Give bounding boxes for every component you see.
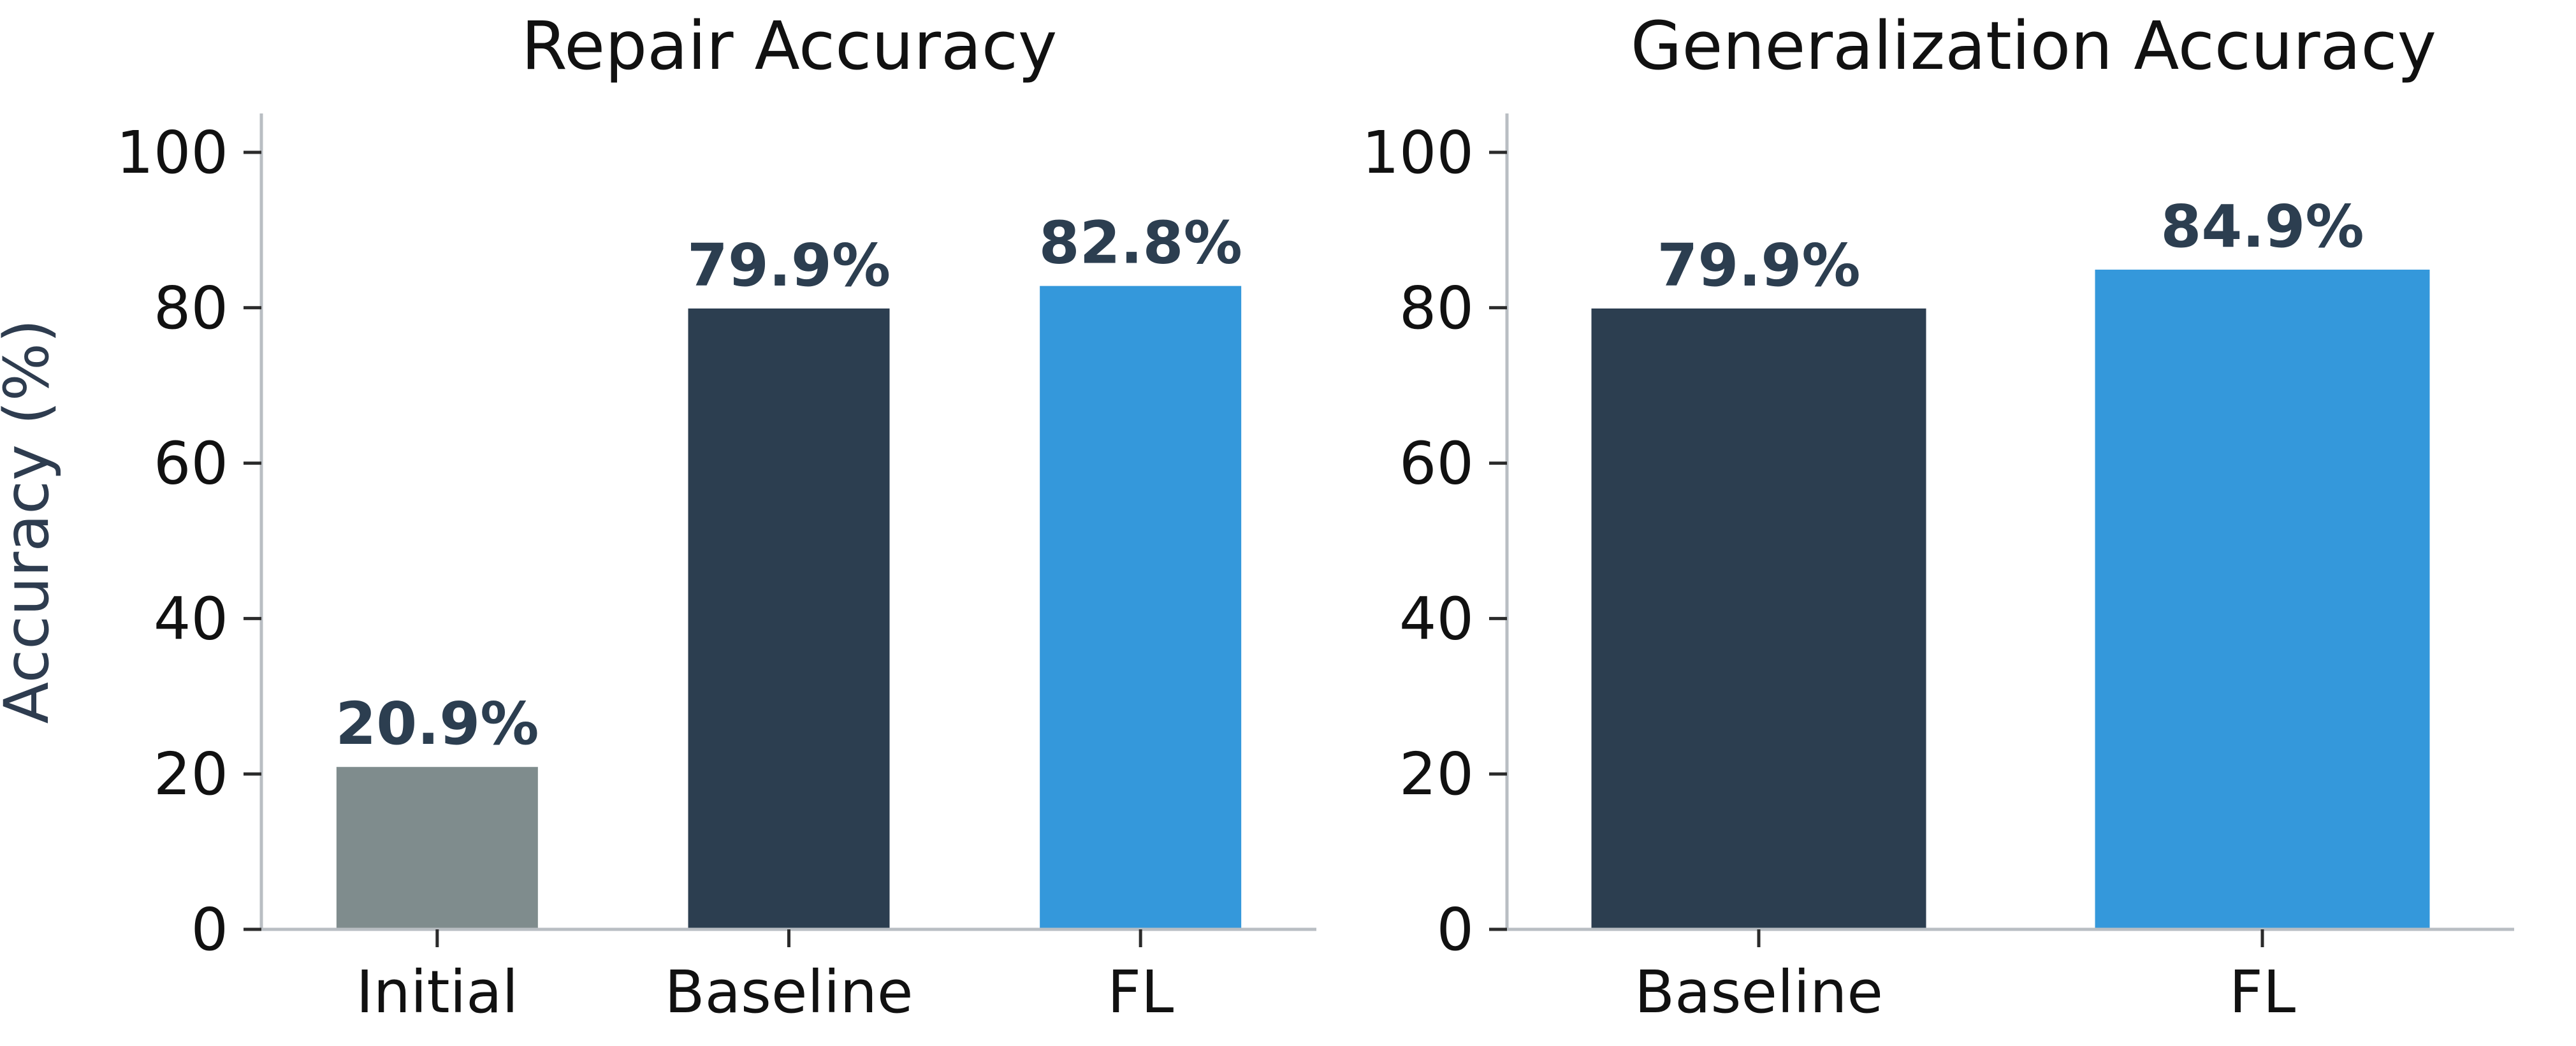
bar-fl [1040, 286, 1242, 930]
y-tick-label: 60 [154, 430, 228, 498]
x-tick-label-baseline: Baseline [1634, 958, 1883, 1026]
y-tick-label: 80 [1399, 274, 1474, 342]
bar-fl [2095, 270, 2430, 929]
chart-title: Generalization Accuracy [1631, 7, 2436, 85]
data-label-fl: 84.9% [2160, 192, 2364, 261]
x-tick-label-fl: FL [1107, 958, 1174, 1026]
y-tick-label: 0 [191, 896, 228, 964]
chart-title: Repair Accuracy [521, 7, 1058, 85]
y-tick-label: 20 [154, 740, 228, 808]
y-tick-label: 20 [1399, 740, 1474, 808]
bar-baseline [688, 308, 890, 929]
data-label-fl: 82.8% [1039, 209, 1242, 277]
y-tick-label: 0 [1436, 896, 1474, 964]
x-tick-label-initial: Initial [356, 958, 519, 1026]
repair-accuracy-panel: Repair Accuracy Accuracy (%) 20.9% 79.9% 82.… [0, 7, 1316, 1026]
x-tick-label-fl: FL [2229, 958, 2296, 1026]
generalization-accuracy-panel: Generalization Accuracy 79.9% 84.9% 0 20 40 60… [1362, 7, 2514, 1026]
x-tick-label-baseline: Baseline [664, 958, 913, 1026]
y-tick-label: 60 [1399, 430, 1474, 498]
y-tick-label: 40 [1399, 585, 1474, 653]
y-axis-label: Accuracy (%) [0, 319, 62, 724]
y-tick-label: 100 [116, 119, 228, 187]
data-label-baseline: 79.9% [687, 231, 891, 300]
data-label-initial: 20.9% [335, 690, 539, 758]
bar-baseline [1591, 308, 1926, 929]
y-tick-label: 80 [154, 274, 228, 342]
data-label-baseline: 79.9% [1657, 231, 1860, 300]
y-tick-label: 40 [154, 585, 228, 653]
bar-initial [336, 767, 538, 929]
y-tick-label: 100 [1362, 119, 1474, 187]
